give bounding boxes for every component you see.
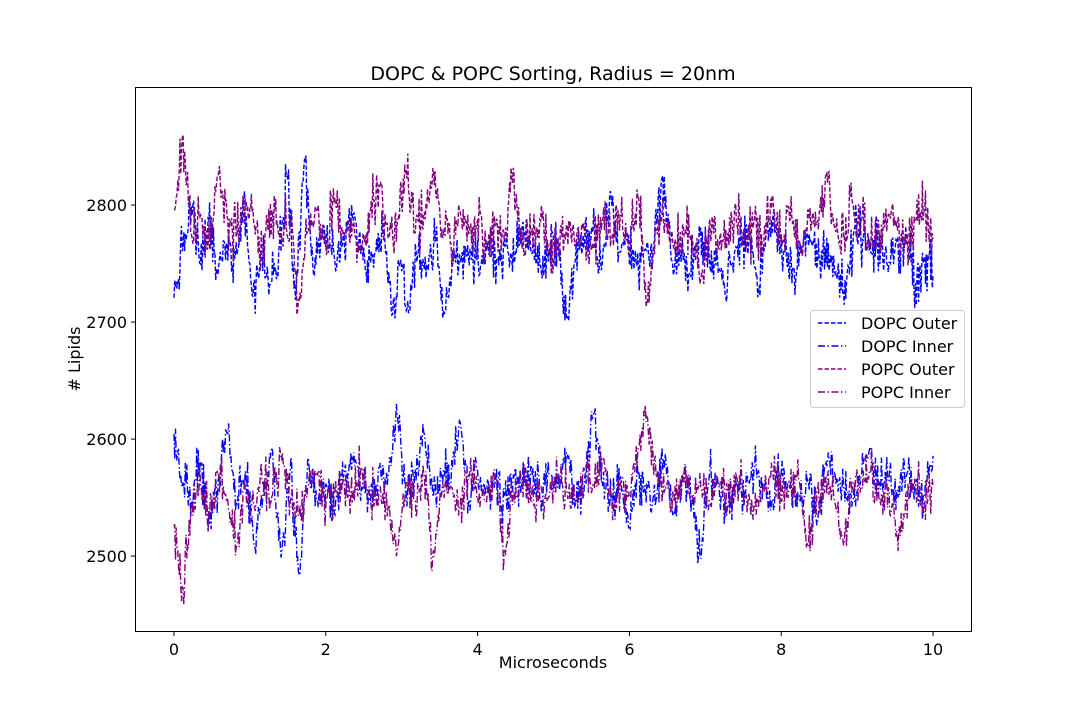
y-tick-label: 2500 <box>86 547 127 566</box>
x-tick-label: 6 <box>624 640 634 659</box>
series-line-dopc-outer <box>173 155 934 321</box>
x-tick-label: 8 <box>776 640 786 659</box>
x-tick-label: 2 <box>321 640 331 659</box>
legend-label: POPC Outer <box>861 360 955 379</box>
x-tick-label: 10 <box>923 640 943 659</box>
legend-label: POPC Inner <box>861 383 951 402</box>
series-line-popc-inner <box>173 405 934 605</box>
y-tick-label: 2700 <box>86 313 127 332</box>
plot-area-frame <box>135 87 972 632</box>
series-line-popc-outer <box>173 134 934 315</box>
y-axis-title: # Lipids <box>65 327 84 392</box>
x-axis: 0 2 4 6 8 10 <box>169 631 943 659</box>
legend: DOPC Outer DOPC Inner POPC Outer POPC Inner <box>810 310 965 408</box>
legend-frame <box>810 310 965 408</box>
x-axis-title: Microseconds <box>499 653 607 672</box>
series-layer <box>173 134 934 605</box>
legend-label: DOPC Outer <box>861 314 958 333</box>
y-axis: 2500 2600 2700 2800 <box>86 196 136 566</box>
y-tick-label: 2600 <box>86 430 127 449</box>
y-tick-label: 2800 <box>86 196 127 215</box>
legend-label: DOPC Inner <box>861 337 954 356</box>
chart-title: DOPC & POPC Sorting, Radius = 20nm <box>370 63 735 85</box>
x-tick-label: 0 <box>169 640 179 659</box>
x-tick-label: 4 <box>472 640 482 659</box>
